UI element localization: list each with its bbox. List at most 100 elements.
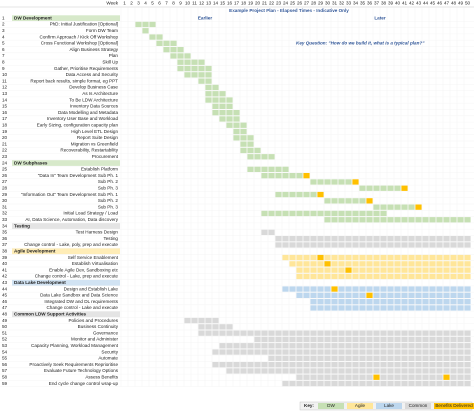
- task-cell: [352, 355, 359, 361]
- task-cell: [233, 110, 240, 116]
- task-cell: [268, 210, 275, 217]
- task-cell: [373, 267, 380, 273]
- task-cell: [226, 330, 233, 336]
- task-cell: [429, 336, 436, 343]
- task-cell: [198, 78, 205, 84]
- task-cell: [408, 330, 415, 336]
- task-cell: [198, 317, 205, 324]
- task-cell: [464, 305, 471, 311]
- task-cell: [387, 267, 394, 273]
- task-cell: [401, 286, 408, 292]
- task-cell: [324, 273, 331, 280]
- task-cell: [443, 236, 450, 242]
- task-cell: [338, 261, 345, 267]
- task-cell: [282, 254, 289, 261]
- task-cell: [359, 362, 366, 368]
- task-cell: [387, 380, 394, 387]
- task-cell: [464, 355, 471, 361]
- task-cell: [198, 330, 205, 336]
- task-cell: [450, 343, 457, 349]
- task-cell: [338, 242, 345, 248]
- task-cell: [345, 267, 352, 273]
- task-cell: [366, 261, 373, 267]
- key-name: Agile: [355, 403, 366, 408]
- row-number: 28: [2, 185, 8, 190]
- task-cell: [415, 336, 422, 343]
- task-cell: [324, 362, 331, 368]
- task-cell: [401, 305, 408, 311]
- task-cell: [247, 330, 254, 336]
- task-cell: [408, 267, 415, 273]
- task-cell: [387, 286, 394, 292]
- week-number: 27: [304, 1, 310, 6]
- row-number: 36: [2, 236, 8, 241]
- task-cell: [415, 267, 422, 273]
- task-cell: [380, 355, 387, 361]
- week-number: 8: [172, 1, 175, 6]
- task-cell: [429, 355, 436, 361]
- task-label: Data Lake Sandbox and Data Science: [40, 293, 118, 298]
- task-label: Policies and Procedures: [68, 318, 118, 323]
- task-cell: [436, 305, 443, 311]
- task-cell: [408, 343, 415, 349]
- row-number: 46: [2, 299, 8, 304]
- task-cell: [352, 292, 359, 298]
- task-cell: [359, 305, 366, 311]
- week-number: 32: [339, 1, 345, 6]
- task-cell: [450, 362, 457, 368]
- task-cell: [282, 336, 289, 343]
- task-cell: [401, 349, 408, 355]
- task-cell: [443, 299, 450, 305]
- task-cell: [380, 362, 387, 368]
- task-cell: [408, 236, 415, 242]
- task-cell: [415, 204, 422, 210]
- task-cell: [464, 374, 471, 380]
- row-number: 41: [2, 267, 8, 272]
- task-cell: [380, 267, 387, 273]
- task-cell: [422, 380, 429, 387]
- task-cell: [324, 254, 331, 261]
- task-cell: [310, 292, 317, 298]
- task-label: Form DW Team: [86, 28, 118, 33]
- task-cell: [275, 173, 282, 179]
- task-cell: [457, 236, 464, 242]
- task-cell: [387, 305, 394, 311]
- row-number: 23: [2, 154, 8, 159]
- week-number: 5: [151, 1, 154, 6]
- row-number: 7: [2, 53, 5, 58]
- task-cell: [394, 336, 401, 343]
- task-cell: [282, 173, 289, 179]
- row-number: 57: [2, 368, 8, 373]
- task-label: Business Continuity: [78, 324, 119, 329]
- task-cell: [352, 336, 359, 343]
- task-cell: [415, 292, 422, 298]
- task-cell: [373, 273, 380, 280]
- task-cell: [352, 217, 359, 223]
- task-cell: [401, 236, 408, 242]
- task-cell: [408, 299, 415, 305]
- task-label: PhD: Initial Justification [Optional]: [50, 22, 118, 27]
- task-cell: [345, 261, 352, 267]
- task-cell: [331, 267, 338, 273]
- task-cell: [408, 355, 415, 361]
- week-number: 21: [262, 1, 268, 6]
- task-cell: [352, 368, 359, 374]
- task-cell: [387, 355, 394, 361]
- row-number: 50: [2, 324, 8, 329]
- task-cell: [443, 242, 450, 248]
- task-cell: [436, 236, 443, 242]
- task-cell: [226, 324, 233, 330]
- task-cell: [184, 72, 191, 78]
- task-cell: [366, 267, 373, 273]
- task-cell: [436, 299, 443, 305]
- task-cell: [436, 374, 443, 380]
- task-cell: [205, 78, 212, 84]
- task-cell: [359, 286, 366, 292]
- task-cell: [338, 336, 345, 343]
- task-cell: [233, 122, 240, 128]
- row-number: 32: [2, 211, 8, 216]
- key-swatch: [347, 403, 373, 409]
- task-cell: [366, 198, 373, 204]
- task-cell: [317, 254, 324, 261]
- task-cell: [457, 267, 464, 273]
